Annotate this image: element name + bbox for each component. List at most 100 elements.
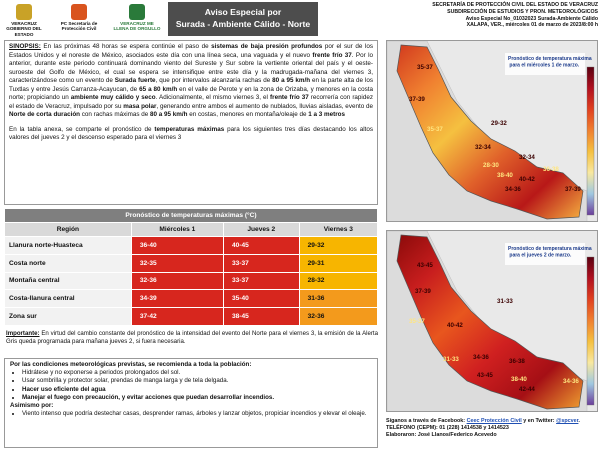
- temperature-label: 32-34: [475, 144, 491, 151]
- synopsis-highlight: Norte de corta duración: [9, 111, 81, 119]
- table-row: Costa norte 32-35 33-37 29-31: [4, 253, 379, 273]
- temperature-cell: 31-36: [298, 289, 379, 309]
- column-header: Miércoles 1: [130, 222, 224, 237]
- temperature-cell: 40-45: [222, 236, 300, 255]
- synopsis-highlight: frente frío 37: [312, 51, 352, 59]
- synopsis-text: En la tabla anexa, se comparte el pronós…: [9, 125, 155, 133]
- logo-icon: [71, 4, 87, 20]
- recommendation: Usar sombrilla y protector solar, prenda…: [22, 377, 372, 385]
- region-cell: Costa norte: [4, 253, 132, 273]
- footer-text: . TELÉFONO (CEPM): 01 (228) 1414538 y 14…: [386, 418, 580, 431]
- logo-icon: [16, 4, 32, 20]
- title-line: Surada - Ambiente Cálido - Norte: [175, 19, 311, 29]
- logo-text: VERACRUZ GOBIERNO DEL ESTADO: [6, 21, 42, 37]
- table-header-row: Región Miércoles 1 Jueves 2 Viernes 3: [4, 222, 379, 237]
- state-shape: [396, 234, 584, 410]
- temperature-cell: 38-45: [222, 307, 300, 326]
- temperature-cell: 33-37: [222, 253, 300, 273]
- synopsis-highlight: frente frío 37: [270, 94, 309, 102]
- synopsis: SINOPSIS: En las próximas 48 horas se es…: [4, 40, 378, 205]
- temperature-label: 37-39: [415, 288, 431, 295]
- synopsis-text: En las próximas 48 horas se espera conti…: [40, 43, 212, 50]
- temperature-cell: 29-31: [298, 253, 379, 273]
- logo-veracruz-orgullo: VERACRUZ ME LLENA DE ORGULLO: [112, 4, 162, 32]
- logo-pc: PC Secretaría de Protección Civil: [52, 4, 106, 32]
- temperature-cell: 36-40: [130, 236, 224, 255]
- temperature-table: Pronóstico de temperaturas máximas (°C) R…: [4, 208, 379, 326]
- temperature-label: 35-37: [409, 318, 425, 325]
- synopsis-text: . Por lo anterior, durante este periodo …: [9, 51, 373, 85]
- synopsis-text: en el valle de Perote y en la zona de Or…: [9, 85, 373, 102]
- agency-line: XALAPA, VER., miércoles 01 de marzo de 2…: [466, 22, 598, 29]
- agency-line: SUBDIRECCIÓN DE ESTUDIOS Y PRON. METEORO…: [447, 8, 598, 15]
- table-row: Zona sur 37-42 38-45 32-36: [4, 307, 379, 326]
- agency-header: SECRETARÍA DE PROTECCIÓN CIVIL DEL ESTAD…: [384, 2, 598, 29]
- logo-veracruz: VERACRUZ GOBIERNO DEL ESTADO: [4, 4, 44, 37]
- temperature-cell: 34-39: [130, 289, 224, 309]
- social-link: Ceec Protección Civil: [466, 418, 522, 424]
- temperature-label: 28-30: [483, 162, 499, 169]
- color-scale: [586, 66, 595, 216]
- temperature-label: 40-42: [447, 322, 463, 329]
- table-row: Montaña central 32-36 33-37 28-32: [4, 271, 379, 291]
- synopsis-paragraph: En la tabla anexa, se comparte el pronós…: [9, 126, 373, 143]
- agency-line: Aviso Especial No_01032023 Surada-Ambien…: [465, 15, 598, 22]
- caption-box: [505, 243, 585, 265]
- column-header: Viernes 3: [298, 222, 379, 237]
- synopsis-label: SINOPSIS:: [9, 43, 41, 50]
- synopsis-highlight: 80 a 95 km/h: [272, 77, 311, 85]
- temperature-label: 34-36: [505, 186, 521, 193]
- synopsis-highlight: 80 a 95 km/h: [150, 111, 188, 119]
- map-caption: Pronóstico de temperatura máxima para el…: [508, 246, 592, 259]
- temperature-label: 35-37: [417, 64, 433, 71]
- synopsis-paragraph: SINOPSIS: En las próximas 48 horas se es…: [9, 43, 373, 120]
- synopsis-highlight: ambiente muy cálido y seco: [70, 94, 156, 102]
- temperature-cell: 29-32: [298, 236, 379, 255]
- map-caption: Pronóstico de temperatura máxima para el…: [508, 56, 592, 69]
- synopsis-text: , generando entre ambos el aumento de nu…: [156, 102, 373, 110]
- region-cell: Zona sur: [4, 307, 132, 326]
- temperature-label: 37-39: [565, 186, 581, 193]
- table-row: Llanura norte-Huasteca 36-40 40-45 29-32: [4, 236, 379, 255]
- footer-text: y en Twitter:: [521, 418, 557, 424]
- temperature-label: 43-45: [417, 262, 433, 269]
- temperature-cell: 37-42: [130, 307, 224, 326]
- state-shape: [396, 44, 584, 220]
- region-cell: Llanura norte-Huasteca: [4, 236, 132, 255]
- temperature-label: 31-33: [497, 298, 513, 305]
- temperature-label: 43-45: [477, 372, 493, 379]
- table-title-row: Pronóstico de temperaturas máximas (°C): [4, 208, 378, 223]
- important-text: En virtud del cambio constante del pronó…: [6, 330, 378, 345]
- temperature-label: 42-44: [519, 386, 535, 393]
- synopsis-text: . Adicionalmente, el mismo viernes 3, el: [155, 94, 271, 102]
- temperature-label: 32-34: [519, 154, 535, 161]
- region-cell: Montaña central: [4, 271, 132, 291]
- table-title: Pronóstico de temperaturas máximas (°C): [4, 208, 378, 223]
- synopsis-text: por el sur de los Estados Unidos y el no…: [9, 43, 373, 59]
- region-cell: Costa-llanura central: [4, 289, 132, 309]
- temperature-label: 34-36: [563, 378, 579, 385]
- temperature-cell: 33-37: [222, 271, 300, 291]
- logo-icon: [129, 4, 145, 20]
- synopsis-text: en costas, menores en montaña/oleaje de: [187, 111, 309, 119]
- synopsis-text: , que por intervalos alcanzaría rachas d…: [155, 77, 273, 85]
- recommendations-intro: Por las condiciones meteorológicas previ…: [10, 361, 252, 368]
- important-label: Importante:: [6, 330, 40, 337]
- temperature-label: 36-38: [509, 358, 525, 365]
- synopsis-highlight: 65 a 80 km/h: [139, 85, 178, 93]
- synopsis-highlight: 1 a 3 metros: [308, 111, 346, 119]
- footer-text: Síganos a través de Facebook:: [386, 418, 467, 424]
- important-note: Importante: En virtud del cambio constan…: [6, 330, 378, 346]
- temperature-cell: 32-36: [298, 307, 379, 326]
- follow-line: Síganos a través de Facebook: Ceec Prote…: [386, 418, 598, 432]
- recommendations-list: Hidrátese y no exponerse a periodos prol…: [10, 369, 372, 402]
- also-heading: Asimismo por:: [10, 402, 54, 410]
- temperature-label: 38-40: [497, 172, 513, 179]
- synopsis-text: recorrería con rapidez el estado de Vera…: [9, 94, 373, 110]
- title-box: Aviso Especial por Surada - Ambiente Cál…: [168, 2, 318, 36]
- temperature-label: 29-32: [491, 120, 507, 127]
- temperature-label: 40-42: [519, 176, 535, 183]
- column-header: Jueves 2: [222, 222, 300, 237]
- agency-line: SECRETARÍA DE PROTECCIÓN CIVIL DEL ESTAD…: [432, 2, 598, 8]
- recommendation: Manejar el fuego con precaución, y evita…: [22, 394, 372, 402]
